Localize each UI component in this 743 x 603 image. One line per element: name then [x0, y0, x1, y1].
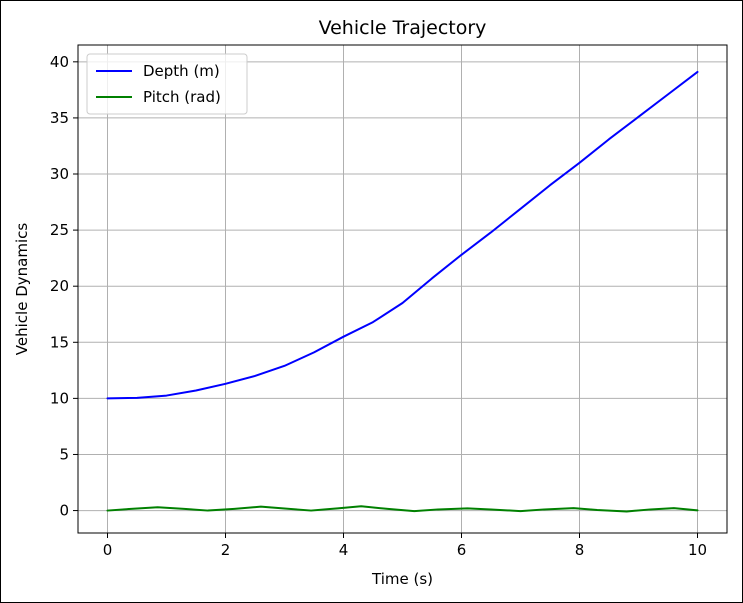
series-line-depth — [106, 70, 699, 400]
series-line-pitch — [106, 505, 699, 513]
x-tick-label: 6 — [457, 541, 467, 559]
y-tick-label: 20 — [50, 277, 69, 295]
legend: Depth (m) Pitch (rad) — [86, 53, 248, 115]
legend-label-depth: Depth (m) — [143, 62, 220, 80]
ticks-layer: 0 2 4 6 8 10 0 5 10 15 20 25 30 35 40 — [50, 53, 707, 559]
x-tick-label: 8 — [575, 541, 585, 559]
y-tick-label: 35 — [50, 109, 69, 127]
x-tick-label: 4 — [339, 541, 349, 559]
y-tick-label: 40 — [50, 53, 69, 71]
x-tick-label: 2 — [221, 541, 231, 559]
y-tick-label: 15 — [50, 333, 69, 351]
y-tick-label: 0 — [59, 502, 69, 520]
y-tick-label: 25 — [50, 221, 69, 239]
grid-layer — [78, 45, 727, 533]
y-tick-label: 5 — [59, 445, 69, 463]
chart-title: Vehicle Trajectory — [319, 17, 487, 39]
x-tick-label: 0 — [103, 541, 113, 559]
series-layer — [106, 70, 699, 513]
y-tick-label: 30 — [50, 165, 69, 183]
y-axis-label: Vehicle Dynamics — [13, 223, 31, 356]
plot-area-frame — [77, 44, 728, 534]
legend-label-pitch: Pitch (rad) — [143, 88, 221, 106]
legend-box — [86, 53, 248, 115]
y-tick-label: 10 — [50, 389, 69, 407]
x-tick-label: 10 — [688, 541, 707, 559]
x-axis-label: Time (s) — [371, 570, 433, 588]
